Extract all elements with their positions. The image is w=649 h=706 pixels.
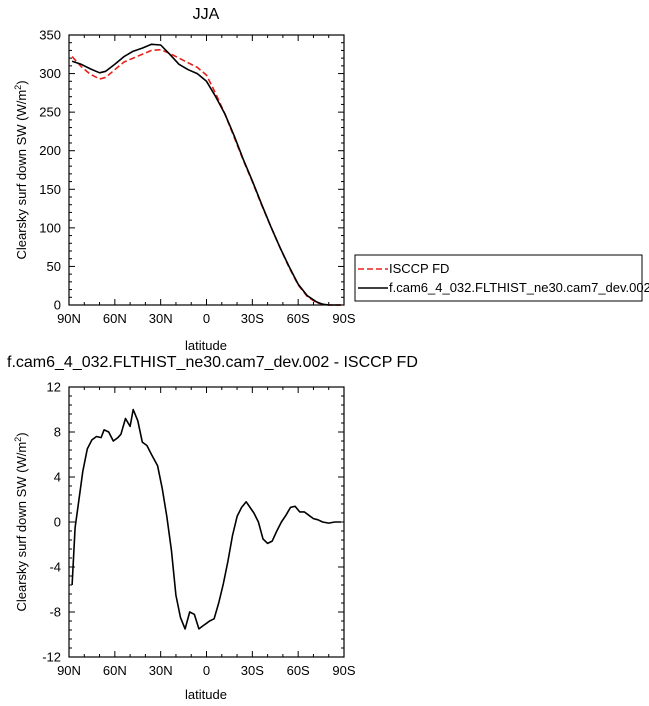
y-tick-label: 12 [47, 380, 61, 395]
y-tick-label: 100 [39, 220, 61, 235]
series-line-0-0 [71, 48, 341, 306]
x-tick-label: 60N [103, 663, 127, 678]
legend-label-model: f.cam6_4_032.FLTHIST_ne30.cam7_dev.002 [389, 280, 649, 295]
y-tick-label: 0 [54, 515, 61, 530]
plot-frame-1 [68, 386, 345, 658]
bottom-panel: f.cam6_4_032.FLTHIST_ne30.cam7_dev.002 -… [7, 354, 418, 702]
x-tick-label: 90N [57, 663, 81, 678]
y-tick-label: 300 [39, 66, 61, 81]
legend: ISCCP FD f.cam6_4_032.FLTHIST_ne30.cam7_… [354, 254, 649, 302]
top-y-label-superscript: 2 [13, 85, 23, 90]
y-tick-label: 200 [39, 143, 61, 158]
x-tick-label: 0 [203, 311, 210, 326]
x-tick-label: 90S [332, 663, 355, 678]
series-line-0-1 [71, 43, 341, 306]
legend-label-isccp: ISCCP FD [389, 261, 449, 276]
x-tick-label: 90S [332, 311, 355, 326]
top-plot-area: 90N 60N 30N 0 30S 60S 90S 0 50 100 150 200 250 300 350 [39, 28, 356, 327]
x-tick-label: 90N [57, 311, 81, 326]
x-tick-label: 60N [103, 311, 127, 326]
series-line-1-0 [71, 408, 341, 630]
y-tick-label: 8 [54, 425, 61, 440]
top-title: JJA [193, 6, 220, 23]
bottom-x-axis-label: latitude [185, 687, 227, 702]
top-y-label-main: Clearsky surf down SW (W/m [14, 90, 29, 260]
x-tick-label: 30S [241, 663, 264, 678]
bottom-plot-area: 90N 60N 30N 0 30S 60S 90S -12 -8 -4 0 4 8 12 [42, 380, 356, 679]
bottom-y-label-superscript: 2 [13, 437, 23, 442]
x-tick-label: 30N [149, 311, 173, 326]
y-tick-label: 250 [39, 105, 61, 120]
bottom-title: f.cam6_4_032.FLTHIST_ne30.cam7_dev.002 -… [7, 354, 418, 371]
x-tick-label: 60S [287, 663, 310, 678]
y-tick-label: 0 [54, 298, 61, 313]
x-tick-label: 30N [149, 663, 173, 678]
y-tick-label: 150 [39, 182, 61, 197]
y-tick-label: 350 [39, 28, 61, 43]
top-y-label-tail: ) [14, 80, 29, 84]
x-tick-label: 60S [287, 311, 310, 326]
legend-box [354, 254, 643, 302]
y-tick-label: -12 [42, 650, 61, 665]
y-tick-label: -4 [49, 560, 61, 575]
y-tick-label: 50 [47, 259, 61, 274]
y-tick-label: -8 [49, 605, 61, 620]
top-x-axis-label: latitude [185, 338, 227, 353]
top-y-axis-label: Clearsky surf down SW (W/m2) [13, 80, 29, 259]
bottom-y-label-tail: ) [14, 432, 29, 436]
bottom-y-axis-label: Clearsky surf down SW (W/m2) [13, 432, 29, 611]
y-tick-label: 4 [54, 470, 61, 485]
x-tick-label: 0 [203, 663, 210, 678]
x-tick-label: 30S [241, 311, 264, 326]
top-panel: JJA 90N 60N 30N 0 30S 60S 90S 0 50 100 150 200 250 30… [13, 6, 649, 353]
bottom-y-label-main: Clearsky surf down SW (W/m [14, 442, 29, 612]
